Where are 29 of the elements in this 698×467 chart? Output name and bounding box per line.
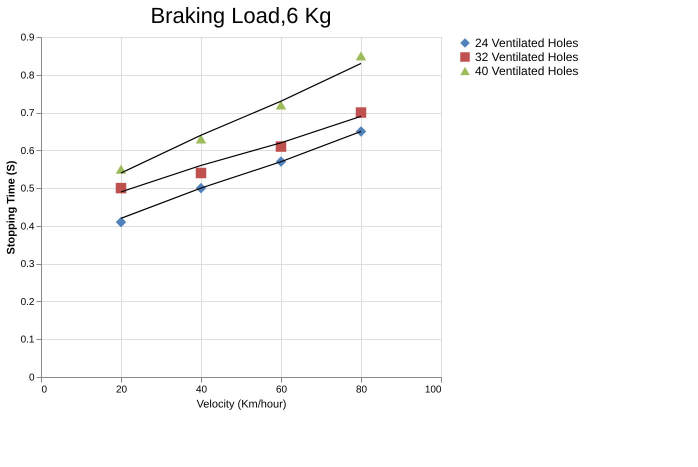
y-tick-label: 0.2 — [20, 296, 35, 308]
y-axis-title: Stopping Time (S) — [6, 160, 18, 254]
chart-title: Braking Load,6 Kg — [150, 3, 332, 28]
y-tick-label: 0.3 — [20, 259, 35, 270]
x-tick-label: 0 — [42, 384, 48, 396]
y-tick-label: 0.5 — [20, 184, 35, 195]
x-tick-label: 40 — [196, 384, 208, 396]
y-tick-label: 0.8 — [20, 70, 35, 82]
y-tick-label: 0.6 — [20, 146, 35, 157]
y-tick-label: 0.4 — [20, 221, 35, 232]
y-tick-label: 0.9 — [20, 32, 35, 44]
point — [356, 126, 366, 137]
x-axis-title: Velocity (Km/hour) — [196, 398, 286, 410]
legend-label: 40 Ventilated Holes — [475, 64, 578, 78]
y-tick-label: 0 — [28, 372, 35, 384]
x-tick-label: 20 — [116, 384, 128, 396]
y-tick-label: 0.1 — [20, 334, 35, 346]
point — [356, 107, 366, 118]
point — [276, 100, 286, 110]
x-tick-label: 60 — [276, 384, 288, 396]
legend-label: 24 Ventilated Holes — [475, 36, 578, 50]
x-tick-label: 80 — [356, 384, 368, 396]
point — [196, 168, 206, 178]
y-tick-label: 0.7 — [20, 108, 35, 120]
point — [356, 51, 366, 60]
point — [116, 216, 126, 228]
legend-label: 32 Ventilated Holes — [475, 50, 578, 64]
x-tick-label: 100 — [424, 384, 442, 396]
point — [196, 134, 206, 144]
